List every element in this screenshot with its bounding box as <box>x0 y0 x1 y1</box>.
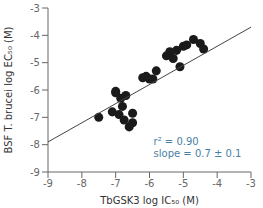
svg-text:-8: -8 <box>77 178 87 189</box>
svg-text:-8: -8 <box>30 139 40 150</box>
svg-text:-3: -3 <box>30 3 40 14</box>
svg-text:-9: -9 <box>43 178 53 189</box>
html-text:r² = 0.90: r² = 0.90 <box>153 135 199 147</box>
svg-text:-9: -9 <box>30 167 40 178</box>
svg-text:-5: -5 <box>178 178 188 189</box>
svg-text:-4: -4 <box>212 178 222 189</box>
svg-text:-5: -5 <box>30 57 40 68</box>
svg-text:-6: -6 <box>145 178 155 189</box>
svg-text:-4: -4 <box>30 30 40 41</box>
html-text:slope = 0.7 ± 0.1: slope = 0.7 ± 0.1 <box>153 147 242 159</box>
svg-text:-6: -6 <box>30 85 40 96</box>
svg-text:-7: -7 <box>30 112 40 123</box>
svg-text:BSF T. brucei log EC₅₀ (M): BSF T. brucei log EC₅₀ (M) <box>8 26 14 153</box>
svg-text:TbGSK3 log IC₅₀ (M): TbGSK3 log IC₅₀ (M) <box>99 195 199 206</box>
svg-text:-7: -7 <box>111 178 121 189</box>
svg-text:-3: -3 <box>246 178 255 189</box>
